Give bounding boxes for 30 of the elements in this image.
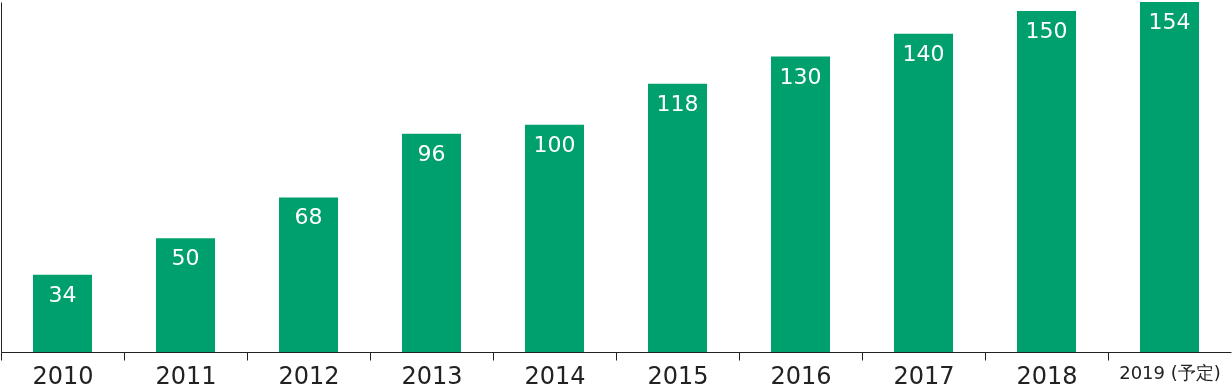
data-label: 68 — [294, 204, 323, 230]
x-tick-label: 2010 — [32, 361, 94, 388]
x-tick-label: 2018 — [1016, 361, 1078, 388]
data-label: 140 — [902, 40, 945, 66]
x-tick-label: 2017 — [893, 361, 955, 388]
x-tick-label: 2013 — [401, 361, 463, 388]
data-label: 150 — [1025, 18, 1068, 44]
bar — [401, 133, 462, 352]
data-label: 154 — [1148, 9, 1191, 34]
data-label: 34 — [48, 281, 77, 307]
bar — [1016, 11, 1077, 352]
data-label: 118 — [656, 90, 699, 116]
data-label: 100 — [533, 131, 576, 157]
x-tick-label: 2015 — [647, 361, 709, 388]
bar — [647, 83, 708, 352]
x-tick-label: 2014 — [524, 361, 586, 388]
bar — [524, 124, 585, 352]
x-tick-label: 2019 (予定) — [1119, 361, 1221, 383]
data-label: 130 — [779, 63, 822, 89]
bar — [155, 238, 216, 352]
x-tick-label: 2012 — [278, 361, 340, 388]
x-tick-label: 2016 — [770, 361, 832, 388]
bar — [278, 197, 339, 352]
data-label: 50 — [171, 245, 200, 271]
bar — [770, 56, 831, 352]
bar — [1139, 2, 1200, 352]
data-label: 96 — [417, 140, 446, 166]
bar — [893, 33, 954, 352]
x-tick-label: 2011 — [155, 361, 217, 388]
bar — [32, 274, 93, 352]
